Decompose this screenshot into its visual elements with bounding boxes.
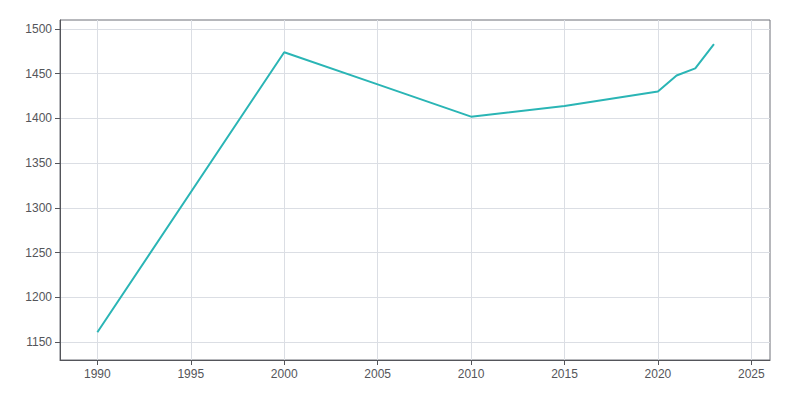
svg-text:1400: 1400: [25, 111, 52, 125]
svg-text:2025: 2025: [738, 367, 765, 381]
svg-text:1200: 1200: [25, 290, 52, 304]
svg-text:1450: 1450: [25, 67, 52, 81]
svg-text:1250: 1250: [25, 246, 52, 260]
svg-text:1300: 1300: [25, 201, 52, 215]
svg-text:1990: 1990: [84, 367, 111, 381]
svg-text:1500: 1500: [25, 22, 52, 36]
svg-text:2015: 2015: [551, 367, 578, 381]
svg-text:2000: 2000: [271, 367, 298, 381]
svg-text:2005: 2005: [364, 367, 391, 381]
svg-text:1995: 1995: [177, 367, 204, 381]
svg-text:1150: 1150: [26, 335, 52, 349]
svg-text:2010: 2010: [458, 367, 485, 381]
svg-text:2020: 2020: [645, 367, 672, 381]
svg-text:1350: 1350: [25, 156, 52, 170]
